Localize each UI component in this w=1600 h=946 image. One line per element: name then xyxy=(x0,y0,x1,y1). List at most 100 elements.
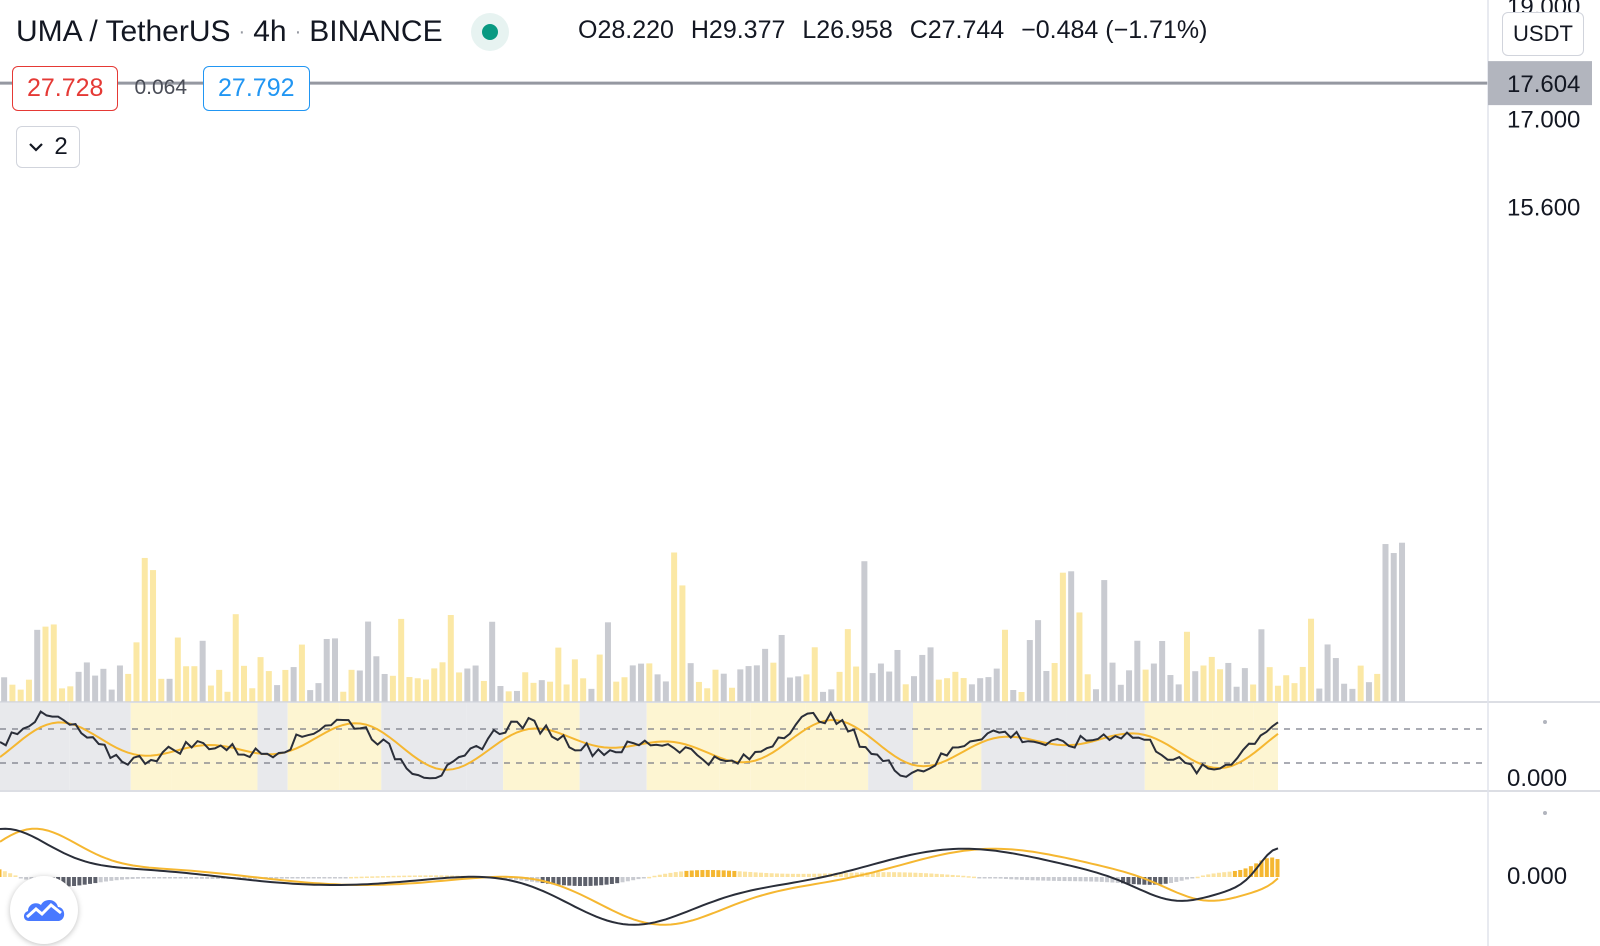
macd-histogram-bar xyxy=(801,873,806,877)
indicators-toggle-button[interactable]: 2 xyxy=(16,126,80,168)
macd-histogram-bar xyxy=(892,872,897,877)
volume-bar xyxy=(820,691,827,702)
volume-bar xyxy=(977,678,984,702)
macd-histogram-bar xyxy=(881,872,886,877)
macd-histogram-bar xyxy=(1270,857,1275,877)
market-status-icon[interactable] xyxy=(470,13,509,51)
interval[interactable]: 4h xyxy=(253,15,287,48)
volume-bar xyxy=(1068,571,1075,702)
volume-bar xyxy=(439,662,446,702)
volume-bar xyxy=(1341,683,1348,702)
volume-bar xyxy=(265,671,272,702)
volume-bar xyxy=(150,570,157,702)
volume-bar xyxy=(811,647,818,702)
high-value: H29.377 xyxy=(690,16,786,44)
bid-ask-panel: 27.728 0.064 27.792 xyxy=(12,64,310,112)
macd-histogram-bar xyxy=(769,873,774,877)
macd-histogram-bar xyxy=(205,877,210,879)
volume-bar xyxy=(1241,668,1248,702)
macd-histogram-bar xyxy=(1062,877,1067,882)
volume-bar xyxy=(662,681,669,702)
volume-bar xyxy=(298,644,305,702)
volume-bar xyxy=(497,685,504,702)
indicators-count: 2 xyxy=(54,133,68,160)
macd-histogram-bar xyxy=(785,873,790,877)
macd-histogram-bar xyxy=(998,877,1003,879)
currency-button[interactable]: USDT xyxy=(1502,12,1584,56)
volume-bar xyxy=(828,689,835,702)
macd-histogram-bar xyxy=(2,871,7,877)
macd-histogram-bar xyxy=(434,875,439,877)
macd-histogram-bar xyxy=(332,877,337,879)
macd-histogram-bar xyxy=(641,877,646,879)
separator: · xyxy=(294,20,302,43)
macd-histogram-bar xyxy=(721,870,726,877)
macd-histogram-bar xyxy=(269,877,274,879)
volume-bar xyxy=(1150,663,1157,702)
volume-bar xyxy=(274,685,281,702)
volume-bar xyxy=(216,669,223,702)
macd-histogram-bar xyxy=(838,873,843,877)
macd-histogram-bar xyxy=(1248,866,1253,877)
buy-price-button[interactable]: 27.792 xyxy=(203,65,310,111)
volume-bar xyxy=(373,656,380,702)
macd-histogram-bar xyxy=(306,877,311,879)
volume-bar xyxy=(307,690,314,702)
stoch-rsi-pane xyxy=(0,701,1600,792)
macd-histogram-bar xyxy=(386,875,391,878)
volume-bar xyxy=(365,621,372,702)
volume-bar xyxy=(431,668,438,702)
macd-histogram-bar xyxy=(210,877,215,879)
volume-bar xyxy=(927,647,934,702)
macd-histogram-bar xyxy=(902,872,907,877)
macd-histogram-bar xyxy=(338,877,343,879)
macd-histogram-bar xyxy=(753,872,758,877)
macd-histogram-bar xyxy=(1051,877,1056,881)
volume-bar xyxy=(447,615,454,702)
macd-histogram-bar xyxy=(450,875,455,878)
volume-bar xyxy=(1092,689,1099,702)
macd-histogram-bar xyxy=(593,877,598,886)
sell-price-button[interactable]: 27.728 xyxy=(12,65,119,111)
macd-histogram-bar xyxy=(348,876,353,879)
exchange-name: BINANCE xyxy=(309,15,443,48)
chart-header: UMA / TetherUS · 4h · BINANCE xyxy=(16,10,509,54)
volume-bar xyxy=(1167,675,1174,702)
volume-bar xyxy=(968,684,975,702)
macd-histogram-bar xyxy=(971,876,976,879)
volume-bar xyxy=(199,640,206,702)
macd-histogram-bar xyxy=(1014,877,1019,880)
volume-bar xyxy=(1291,683,1298,702)
macd-histogram-bar xyxy=(1046,877,1051,881)
symbol-name[interactable]: UMA / TetherUS xyxy=(16,15,231,48)
macd-histogram-bar xyxy=(924,873,929,877)
macd-histogram-bar xyxy=(279,877,284,879)
volume-bar xyxy=(679,585,686,702)
macd-histogram-bar xyxy=(625,877,630,882)
volume-bar xyxy=(985,677,992,702)
volume-bar xyxy=(1183,631,1190,702)
volume-bar xyxy=(1200,665,1207,702)
tradingview-logo-icon[interactable] xyxy=(10,876,78,944)
macd-histogram-bar xyxy=(876,872,881,877)
macd-histogram-bar xyxy=(727,870,732,877)
scale-dot xyxy=(1543,811,1547,815)
macd-histogram-bar xyxy=(178,877,183,879)
macd-histogram-bar xyxy=(167,877,172,879)
macd-histogram-bar xyxy=(945,874,950,877)
macd-histogram-bar xyxy=(1200,875,1205,877)
macd-histogram-bar xyxy=(577,877,582,887)
volume-bar xyxy=(737,669,744,702)
macd-histogram-bar xyxy=(88,877,93,884)
volume-bar xyxy=(580,678,587,702)
volume-bar xyxy=(563,684,570,702)
macd-histogram-bar xyxy=(950,874,955,877)
macd-histogram-bar xyxy=(849,872,854,877)
volume-bar xyxy=(1159,640,1166,702)
macd-histogram-bar xyxy=(636,877,641,880)
macd-histogram-bar xyxy=(189,877,194,879)
volume-bar xyxy=(224,691,231,702)
volume-bar xyxy=(42,626,49,702)
volume-bar xyxy=(1382,544,1389,702)
